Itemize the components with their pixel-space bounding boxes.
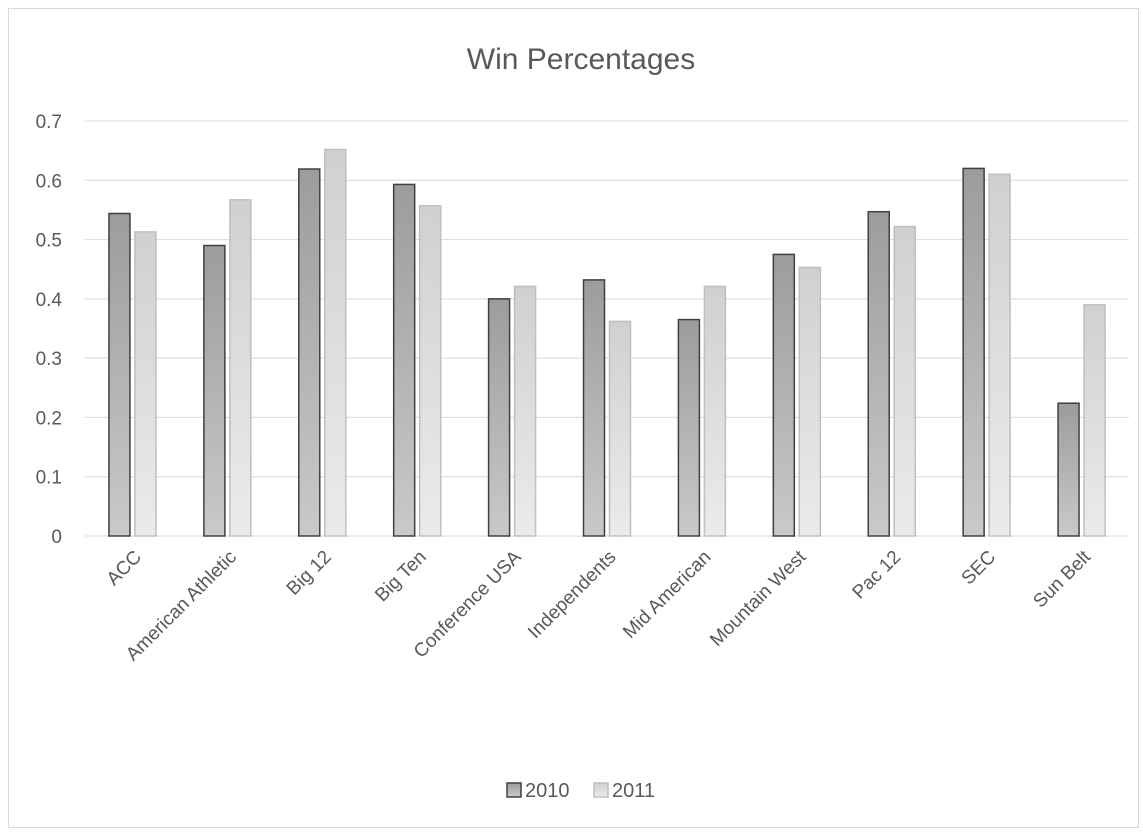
y-tick-label: 0.2 <box>36 408 62 429</box>
y-tick-label: 0.6 <box>36 171 62 192</box>
bar-2011-big-12 <box>324 148 347 537</box>
bar-2011-mid-american <box>703 285 727 537</box>
bar-2011-independents <box>608 320 632 537</box>
x-tick-label: Pac 12 <box>849 547 906 604</box>
legend-swatch-2010 <box>506 782 522 798</box>
legend: 2010 2011 <box>506 780 655 802</box>
bar-2010-independents <box>582 279 606 537</box>
bars <box>108 148 1106 537</box>
y-tick-label: 0.4 <box>36 290 63 311</box>
y-tick-label: 0 <box>51 527 62 548</box>
bar-2011-pac-12 <box>893 225 916 537</box>
x-tick-label: Independents <box>524 547 620 643</box>
x-tick-label: Mid American <box>619 547 715 643</box>
bar-2011-american-athletic <box>229 199 252 537</box>
bar-2010-mid-american <box>677 318 701 537</box>
chart-title: Win Percentages <box>467 43 695 76</box>
x-tick-label: ACC <box>103 547 146 590</box>
x-tick-label: Big Ten <box>371 547 430 606</box>
bar-2011-conference-usa <box>513 285 537 537</box>
legend-label-2011: 2011 <box>612 780 655 802</box>
bar-2011-acc <box>134 231 157 537</box>
x-tick-label: Sun Belt <box>1029 546 1095 612</box>
bar-2010-big-12 <box>298 168 321 537</box>
x-tick-label: Mountain West <box>706 546 811 651</box>
bar-2010-acc <box>108 212 131 537</box>
bar-2011-sec <box>988 173 1011 537</box>
y-tick-label: 0.3 <box>36 349 62 370</box>
bar-2010-mountain-west <box>772 253 796 537</box>
y-tick-label: 0.7 <box>36 112 62 133</box>
legend-swatch-2011 <box>593 782 609 798</box>
chart-area <box>8 8 1139 828</box>
bar-2010-american-athletic <box>203 244 226 537</box>
x-tick-label: Big 12 <box>283 547 336 600</box>
y-axis-tick-labels: 0 0.1 0.2 0.3 0.4 0.5 0.6 0.7 <box>36 112 63 548</box>
bar-2010-sec <box>962 167 985 537</box>
legend-label-2010: 2010 <box>525 780 570 802</box>
y-tick-label: 0.1 <box>36 468 62 489</box>
bar-2010-big-ten <box>392 183 416 537</box>
x-tick-label: SEC <box>958 547 1000 589</box>
bar-2011-sun-belt <box>1083 304 1106 537</box>
y-tick-label: 0.5 <box>36 231 62 252</box>
bar-2010-conference-usa <box>487 298 511 537</box>
bar-2011-mountain-west <box>798 266 822 537</box>
bar-2011-big-ten <box>418 205 442 537</box>
bar-2010-sun-belt <box>1057 402 1080 537</box>
bar-2010-pac-12 <box>867 210 890 537</box>
gridlines <box>85 120 1129 537</box>
